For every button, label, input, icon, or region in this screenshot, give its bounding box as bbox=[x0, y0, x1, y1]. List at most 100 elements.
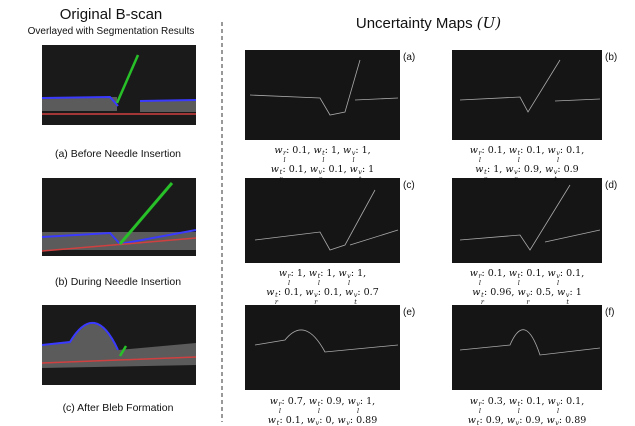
right-title: Uncertainty Maps (U) bbox=[222, 14, 635, 32]
weight-value: : 0.9, bbox=[518, 164, 542, 175]
weight-symbol: w bbox=[345, 287, 353, 298]
weight-value: : 0.89 bbox=[350, 415, 377, 426]
panel-label: (d) bbox=[605, 180, 617, 191]
weight-symbol: w bbox=[270, 396, 278, 407]
weight-value: : 0.9, bbox=[479, 415, 503, 426]
weights-line: wtr: 0.1, wvr: 0.1, wvt: 1 bbox=[223, 163, 423, 182]
weight-symbol: w bbox=[547, 415, 555, 426]
weight-symbol: w bbox=[557, 287, 565, 298]
weight-symbol: w bbox=[548, 268, 556, 279]
panel-label: (a) bbox=[403, 52, 415, 63]
weights-line: wtr: 1, wvr: 0.9, wvt: 0.9 bbox=[427, 163, 627, 182]
weight-value: : 0.1, bbox=[482, 268, 506, 279]
figure-graphics bbox=[0, 0, 635, 426]
weight-symbol: w bbox=[548, 145, 556, 156]
weight-symbol: w bbox=[348, 396, 356, 407]
weight-symbol: w bbox=[470, 396, 478, 407]
weight-value: : 1, bbox=[291, 268, 306, 279]
weight-symbol: w bbox=[505, 164, 513, 175]
weight-symbol: w bbox=[350, 164, 358, 175]
weight-symbol: w bbox=[470, 268, 478, 279]
weight-value: : 0.9, bbox=[519, 415, 543, 426]
weight-value: : 1, bbox=[355, 145, 370, 156]
weights-caption: wrl: 0.7, wtl: 0.9, wvl: 1,wtr: 0.1, wvr… bbox=[223, 395, 423, 426]
weight-symbol: w bbox=[271, 164, 279, 175]
weight-symbol: w bbox=[268, 415, 276, 426]
weight-symbol: w bbox=[338, 415, 346, 426]
subscript: t bbox=[554, 176, 558, 183]
subscript: r bbox=[279, 176, 282, 183]
weight-symbol: w bbox=[310, 164, 318, 175]
symbol: (U) bbox=[477, 14, 501, 32]
weights-line: wtr: 0.9, wvr: 0.9, wvt: 0.89 bbox=[427, 414, 627, 426]
weight-value: : 0, bbox=[319, 415, 334, 426]
weight-value: : 0.3, bbox=[482, 396, 506, 407]
weight-value: : 0.7, bbox=[282, 396, 306, 407]
subscript: r bbox=[319, 176, 323, 183]
weight-symbol: w bbox=[309, 396, 317, 407]
subscript: t bbox=[358, 176, 362, 183]
subscript: t bbox=[566, 299, 570, 306]
bscan bbox=[42, 178, 196, 256]
weight-value: : 0.9 bbox=[557, 164, 578, 175]
subscript: r bbox=[481, 299, 484, 306]
weight-symbol: w bbox=[279, 268, 287, 279]
weight-symbol: w bbox=[468, 415, 476, 426]
weight-symbol: w bbox=[313, 145, 321, 156]
weight-value: : 0.1, bbox=[560, 268, 584, 279]
uncertainty-map bbox=[245, 50, 602, 390]
weight-value: : 0.1, bbox=[322, 164, 346, 175]
weight-value: : 1, bbox=[487, 164, 502, 175]
panel-label: (e) bbox=[403, 307, 415, 318]
weight-value: : 0.1, bbox=[482, 145, 506, 156]
weight-symbol: w bbox=[274, 145, 282, 156]
caption: (c) After Bleb Formation bbox=[0, 402, 236, 414]
weight-value: : 1, bbox=[351, 268, 366, 279]
weight-value: : 1 bbox=[569, 287, 581, 298]
weight-symbol: w bbox=[507, 415, 515, 426]
subscript: r bbox=[514, 176, 518, 183]
weight-symbol: w bbox=[509, 396, 517, 407]
panel-label: (c) bbox=[403, 180, 415, 191]
weights-caption: wrl: 0.1, wtl: 0.1, wvl: 0.1,wtr: 0.96, … bbox=[427, 267, 627, 305]
subscript: r bbox=[526, 299, 530, 306]
weight-value: : 0.7 bbox=[357, 287, 378, 298]
weight-value: : 0.1, bbox=[278, 287, 302, 298]
figure: Original B-scan Overlayed with Segmentat… bbox=[0, 0, 635, 426]
left-title: Original B-scan bbox=[0, 6, 222, 23]
weight-symbol: w bbox=[307, 415, 315, 426]
subscript: r bbox=[314, 299, 318, 306]
weight-symbol: w bbox=[509, 145, 517, 156]
weight-symbol: w bbox=[548, 396, 556, 407]
subscript: t bbox=[354, 299, 358, 306]
weight-value: : 1, bbox=[320, 268, 335, 279]
weight-value: : 0.89 bbox=[559, 415, 586, 426]
weights-line: wrl: 0.1, wtl: 0.1, wvl: 0.1, bbox=[427, 267, 627, 286]
weight-symbol: w bbox=[343, 145, 351, 156]
weight-value: : 0.1, bbox=[520, 145, 544, 156]
weight-value: : 0.9, bbox=[320, 396, 344, 407]
weights-line: wtr: 0.96, wvr: 0.5, wvt: 1 bbox=[427, 286, 627, 305]
subscript: r bbox=[275, 299, 278, 306]
weights-caption: wrl: 0.1, wtl: 1, wvl: 1,wtr: 0.1, wvr: … bbox=[223, 144, 423, 182]
panel-label: (f) bbox=[605, 307, 614, 318]
weight-symbol: w bbox=[266, 287, 274, 298]
weights-caption: wrl: 0.3, wtl: 0.1, wvl: 0.1,wtr: 0.9, w… bbox=[427, 395, 627, 426]
weight-value: : 1 bbox=[362, 164, 374, 175]
weight-symbol: w bbox=[475, 164, 483, 175]
weight-symbol: w bbox=[470, 145, 478, 156]
caption: (b) During Needle Insertion bbox=[0, 276, 236, 288]
subscript: r bbox=[484, 176, 487, 183]
weight-value: : 1, bbox=[325, 145, 340, 156]
weight-value: : 0.1, bbox=[520, 268, 544, 279]
caption: (a) Before Needle Insertion bbox=[0, 148, 236, 160]
weight-value: : 0.1, bbox=[286, 145, 310, 156]
weight-symbol: w bbox=[472, 287, 480, 298]
weight-value: : 0.96, bbox=[484, 287, 514, 298]
bscan bbox=[42, 45, 196, 125]
weight-value: : 0.5, bbox=[530, 287, 554, 298]
weight-value: : 0.1, bbox=[280, 415, 304, 426]
